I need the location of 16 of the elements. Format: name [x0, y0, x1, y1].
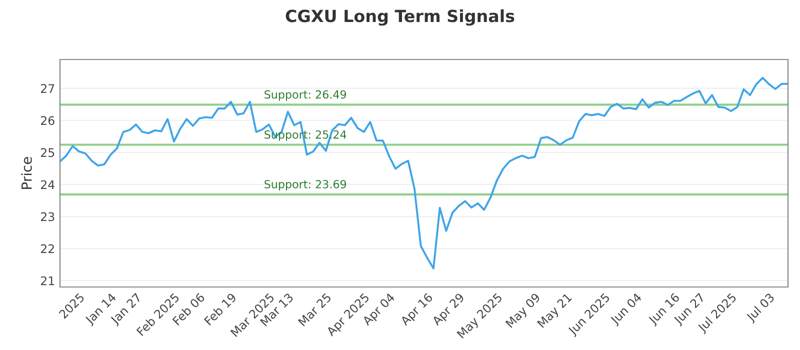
x-tick-label: Jun 04 [609, 292, 644, 327]
line-series [60, 76, 788, 270]
y-tick-label: 21 [40, 276, 54, 286]
x-tick-label: Jul 03 [745, 292, 776, 324]
y-tick-label: 24 [40, 180, 54, 189]
ref-line-label: Support: 26.49 [264, 90, 346, 101]
y-tick-label: 25 [40, 148, 54, 158]
chart-title: CGXU Long Term Signals [286, 9, 514, 26]
y-tick-label: 26 [40, 116, 54, 126]
ref-line-label: Support: 23.69 [264, 180, 346, 191]
y-tick-label: 27 [40, 84, 54, 93]
x-tick-label: Feb 19 [204, 292, 237, 326]
y-axis-title: Price [21, 157, 32, 189]
y-tick-label: 23 [40, 212, 54, 222]
x-tick-label: Mar 25 [298, 292, 332, 327]
y-tick-label: 22 [40, 244, 54, 254]
